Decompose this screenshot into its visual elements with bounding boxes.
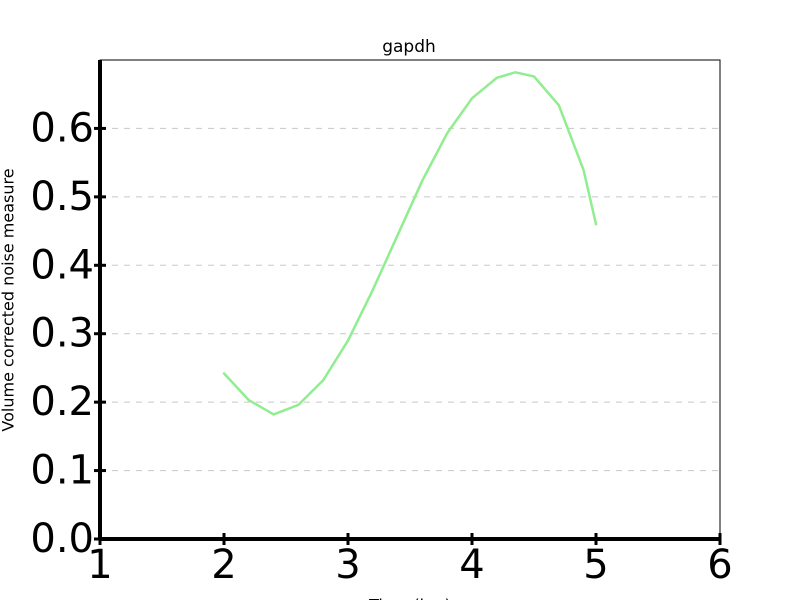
y-tick-label: 0.0 (30, 516, 94, 562)
data-line (222, 71, 598, 416)
x-tick-label: 1 (87, 542, 112, 588)
x-tick-label: 6 (707, 542, 732, 588)
y-axis-label: Volume corrected noise measure (0, 168, 18, 431)
x-axis-label: Time (hrs) (368, 596, 451, 600)
y-tick-label: 0.1 (30, 448, 94, 494)
x-tick-label: 3 (335, 542, 360, 588)
y-tick-label: 0.5 (30, 174, 94, 220)
x-tick-label: 2 (211, 542, 236, 588)
plot-frame (99, 59, 721, 540)
y-tick-label: 0.3 (30, 311, 94, 357)
chart-title: gapdh (382, 37, 436, 57)
x-tick-label: 4 (459, 542, 484, 588)
y-tick-label: 0.6 (30, 105, 94, 151)
y-tick-label: 0.4 (30, 242, 94, 288)
y-tick-label: 0.2 (30, 379, 94, 425)
x-tick-label: 5 (583, 542, 608, 588)
